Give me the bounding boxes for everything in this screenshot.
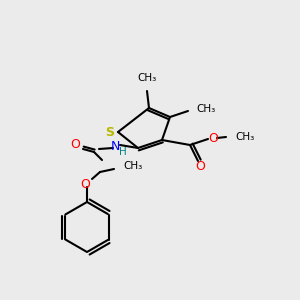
Text: N: N [110,140,120,154]
Text: S: S [106,125,115,139]
Text: H: H [119,147,127,157]
Text: O: O [195,160,205,172]
Text: O: O [70,139,80,152]
Text: O: O [80,178,90,191]
Text: CH₃: CH₃ [137,73,157,83]
Text: O: O [208,131,218,145]
Text: CH₃: CH₃ [196,104,215,114]
Text: CH₃: CH₃ [123,161,142,171]
Text: CH₃: CH₃ [235,132,254,142]
